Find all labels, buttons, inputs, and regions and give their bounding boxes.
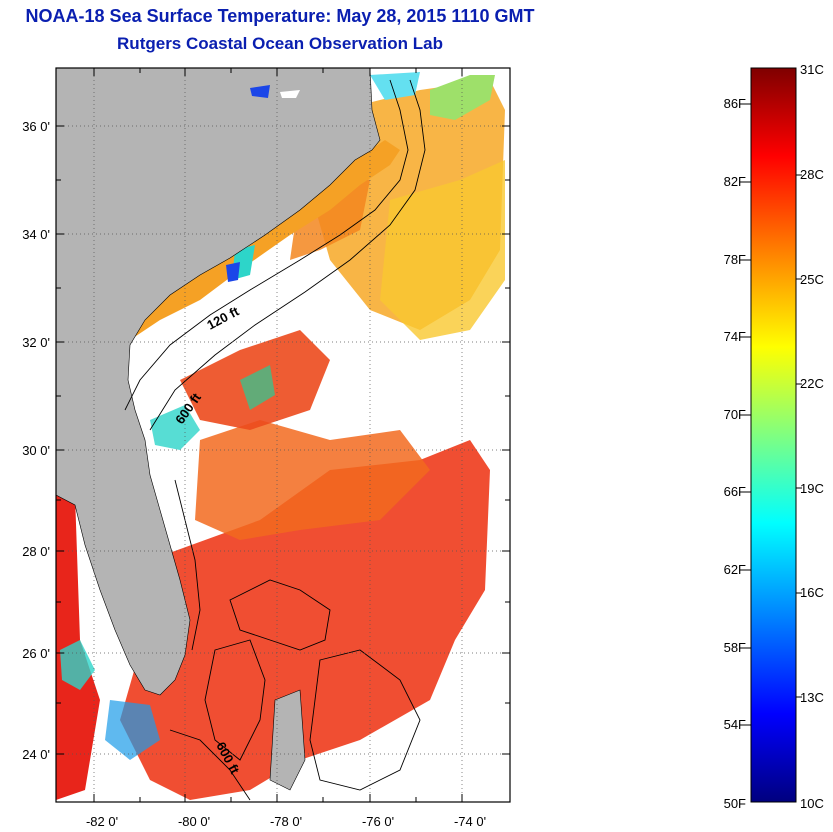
lon-label-76: -76 0' [362,814,394,829]
temperature-colorbar: 86F 82F 78F 74F 70F 66F 62F 58F 54F 50F … [724,62,824,811]
land-mass [56,68,381,696]
cb-c-10: 10C [800,796,824,811]
cb-f-66: 66F [724,484,746,499]
lat-label-36: 36 0' [22,119,50,134]
cb-c-22: 22C [800,376,824,391]
cb-f-74: 74F [724,329,746,344]
colorbar-celsius-labels: 31C 28C 25C 22C 19C 16C 13C 10C [800,62,824,811]
map-ticks [56,68,510,802]
map-title: NOAA-18 Sea Surface Temperature: May 28,… [25,6,535,26]
coastal-band [125,140,400,340]
longitude-labels: -82 0' -80 0' -78 0' -76 0' -74 0' [86,814,486,829]
lat-label-26: 26 0' [22,646,50,661]
colorbar-gradient [750,67,797,803]
cb-f-82: 82F [724,174,746,189]
lon-label-78: -78 0' [270,814,302,829]
lat-label-32: 32 0' [22,335,50,350]
map-subtitle: Rutgers Coastal Ocean Observation Lab [117,34,443,53]
colorbar-fahrenheit-labels: 86F 82F 78F 74F 70F 66F 62F 58F 54F 50F [724,96,746,811]
cb-c-16: 16C [800,585,824,600]
cb-c-31: 31C [800,62,824,77]
cb-c-13: 13C [800,690,824,705]
bathymetry-contours [124,79,426,801]
lon-label-74: -74 0' [454,814,486,829]
lon-label-80: -80 0' [178,814,210,829]
lat-label-30: 30 0' [22,443,50,458]
cb-f-70: 70F [724,407,746,422]
cb-c-25: 25C [800,272,824,287]
cb-f-62: 62F [724,562,746,577]
latitude-labels: 36 0' 34 0' 32 0' 30 0' 28 0' 26 0' 24 0… [22,119,50,762]
lat-label-28: 28 0' [22,544,50,559]
cb-f-58: 58F [724,640,746,655]
colorbar-ticks [745,103,802,726]
cb-f-86: 86F [724,96,746,111]
cb-f-78: 78F [724,252,746,267]
lon-label-82: -82 0' [86,814,118,829]
sst-map: 120 ft 600 ft 600 ft [56,68,510,802]
bahamas-island [269,689,306,791]
cb-f-50: 50F [724,796,746,811]
lat-label-24: 24 0' [22,747,50,762]
map-frame [55,67,511,803]
lat-label-34: 34 0' [22,227,50,242]
cb-f-54: 54F [724,717,746,732]
cb-c-19: 19C [800,481,824,496]
cb-c-28: 28C [800,167,824,182]
